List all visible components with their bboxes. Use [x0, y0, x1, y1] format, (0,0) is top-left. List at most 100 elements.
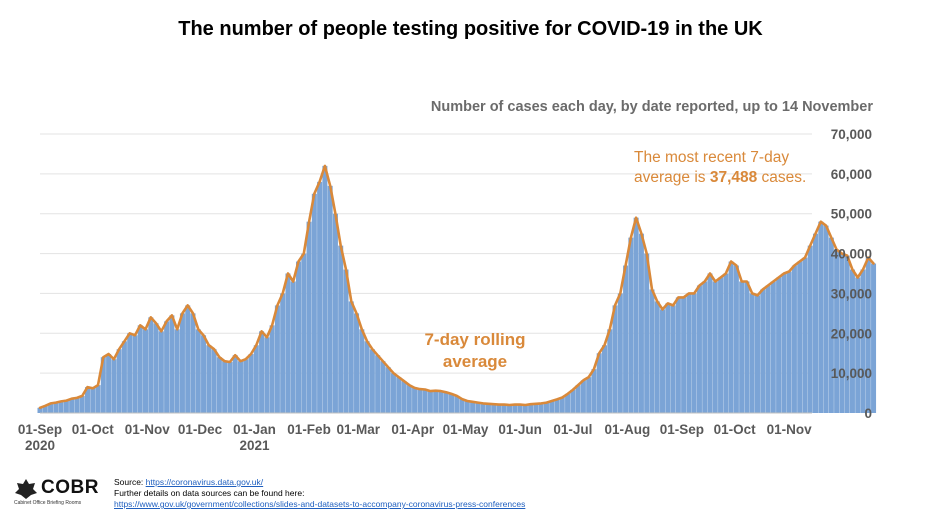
daily-case-bar: [628, 237, 634, 413]
daily-case-bar: [327, 185, 333, 413]
daily-case-bar: [121, 341, 127, 413]
daily-case-bar: [58, 401, 64, 413]
daily-case-bar: [718, 277, 724, 413]
daily-case-bar: [522, 405, 528, 413]
x-tick-year: 2020: [25, 438, 55, 453]
x-tick-label: 01-Mar: [337, 422, 381, 437]
daily-case-bar: [164, 321, 170, 413]
daily-case-bar: [565, 393, 571, 413]
daily-case-bar: [179, 313, 185, 413]
x-tick-label: 01-Jul: [553, 422, 592, 437]
daily-case-bar: [696, 285, 702, 413]
daily-case-bar: [702, 281, 708, 413]
daily-case-bar: [660, 309, 666, 413]
recent-average-annotation: The most recent 7-day average is 37,488 …: [634, 148, 824, 188]
y-tick-label: 30,000: [831, 286, 872, 301]
daily-case-bar: [237, 361, 243, 413]
daily-case-bar: [385, 367, 391, 413]
daily-case-bar: [860, 269, 866, 413]
daily-case-bar: [744, 281, 750, 413]
daily-case-bar: [549, 401, 555, 413]
daily-case-bar: [332, 213, 338, 413]
daily-case-bar: [53, 402, 59, 413]
daily-case-bar: [111, 359, 117, 413]
daily-case-bar: [106, 354, 112, 413]
daily-case-bar: [406, 385, 412, 413]
daily-case-bar: [427, 391, 433, 413]
daily-case-bar: [617, 293, 623, 413]
daily-case-bar: [638, 233, 644, 413]
daily-case-bar: [580, 380, 586, 413]
daily-case-bar: [137, 325, 143, 413]
daily-case-bar: [63, 400, 69, 413]
daily-case-bar: [623, 265, 629, 413]
x-tick-label: 01-Sep: [660, 422, 704, 437]
daily-case-bar: [644, 253, 650, 413]
daily-case-bar: [132, 335, 138, 413]
daily-case-bar: [823, 225, 829, 413]
daily-case-bar: [343, 269, 349, 413]
daily-case-bar: [849, 269, 855, 413]
daily-case-bar: [143, 329, 149, 413]
daily-case-bar: [538, 403, 544, 413]
daily-case-bar: [533, 403, 539, 413]
daily-case-bar: [401, 381, 407, 413]
daily-case-bar: [670, 305, 676, 413]
daily-case-bar: [42, 405, 48, 413]
daily-case-bar: [422, 389, 428, 413]
daily-case-bar: [575, 385, 581, 413]
daily-case-bar: [865, 257, 871, 413]
daily-case-bar: [243, 359, 249, 413]
daily-case-bar: [369, 349, 375, 413]
x-tick-label: 01-May: [443, 422, 489, 437]
x-tick-label: 01-Nov: [767, 422, 813, 437]
daily-case-bar: [707, 273, 713, 413]
daily-case-bar: [116, 349, 122, 413]
daily-case-bar: [264, 337, 270, 413]
daily-case-bar: [496, 404, 502, 413]
daily-case-bar: [222, 361, 228, 413]
daily-case-bar: [84, 387, 90, 413]
daily-case-bar: [807, 245, 813, 413]
daily-case-bar: [169, 315, 175, 413]
daily-case-bar: [259, 331, 265, 413]
daily-case-bar: [364, 341, 370, 413]
daily-case-bar: [285, 273, 291, 413]
daily-case-bar: [570, 389, 576, 413]
daily-case-bar: [507, 405, 513, 413]
daily-case-bar: [174, 329, 180, 413]
recent-average-text: The most recent 7-day average is: [634, 149, 790, 186]
chart-subtitle: Number of cases each day, by date report…: [430, 99, 873, 115]
daily-case-bar: [760, 289, 766, 413]
y-tick-label: 50,000: [831, 207, 872, 222]
daily-case-bar: [37, 407, 43, 413]
cobr-logo: COBR Cabinet Office Briefing Rooms: [14, 477, 98, 510]
daily-case-bar: [470, 401, 476, 413]
daily-cases-bars: [37, 165, 877, 413]
details-link[interactable]: https://www.gov.uk/government/collection…: [114, 499, 526, 509]
source-link[interactable]: https://coronavirus.data.gov.uk/: [145, 477, 264, 487]
y-tick-label: 60,000: [831, 167, 872, 182]
daily-case-bar: [359, 329, 365, 413]
details-text: Further details on data sources can be f…: [114, 488, 305, 498]
daily-case-bar: [206, 345, 212, 413]
daily-case-bar: [306, 221, 312, 413]
daily-case-bar: [375, 355, 381, 413]
daily-case-bar: [448, 393, 455, 413]
daily-case-bar: [417, 389, 423, 413]
recent-average-suffix: cases.: [757, 169, 807, 186]
daily-case-bar: [839, 253, 845, 413]
daily-case-bar: [754, 295, 760, 413]
daily-case-bar: [765, 285, 771, 413]
daily-case-bar: [274, 305, 280, 413]
daily-case-bar: [871, 263, 877, 413]
daily-case-bar: [380, 361, 386, 413]
daily-case-bar: [190, 313, 196, 413]
daily-case-bar: [443, 392, 449, 413]
x-tick-label: 01-Feb: [287, 422, 331, 437]
daily-case-bar: [813, 233, 819, 413]
daily-case-bar: [153, 323, 159, 413]
daily-case-bar: [90, 388, 96, 413]
daily-case-bar: [559, 397, 565, 413]
